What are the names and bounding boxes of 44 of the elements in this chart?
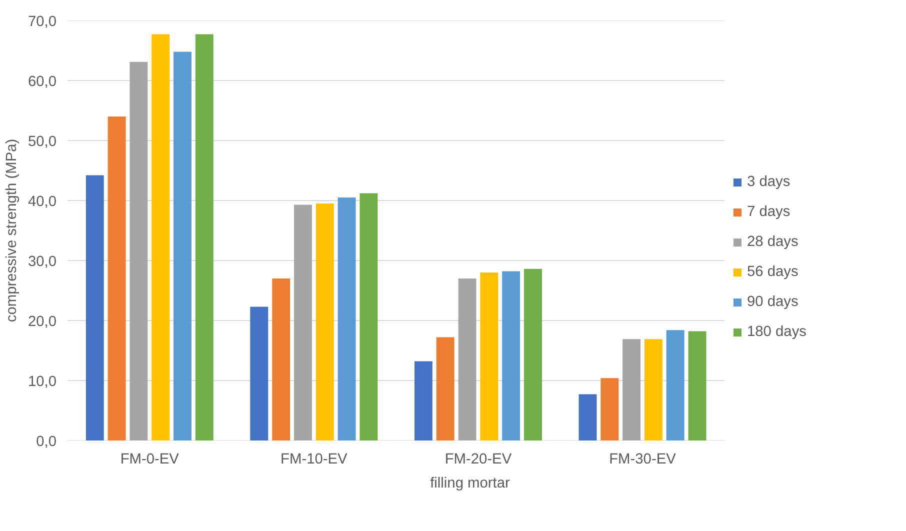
bar — [294, 204, 312, 440]
bar — [644, 339, 662, 440]
legend-label: 90 days — [747, 294, 798, 310]
bar — [502, 271, 520, 440]
x-tick-label: FM-10-EV — [280, 452, 348, 468]
bar — [360, 193, 378, 440]
y-tick-label: 10,0 — [28, 374, 57, 390]
x-tick-label: FM-0-EV — [120, 452, 180, 468]
bar — [480, 272, 498, 440]
legend-label: 56 days — [747, 264, 798, 280]
bar — [414, 361, 432, 440]
legend-label: 3 days — [747, 174, 790, 190]
y-tick-label: 60,0 — [28, 74, 57, 90]
legend-label: 7 days — [747, 204, 790, 220]
bar — [86, 175, 104, 440]
legend-label: 180 days — [747, 324, 806, 340]
bar — [316, 204, 334, 440]
x-tick-label: FM-30-EV — [609, 452, 676, 468]
bar — [338, 198, 356, 440]
bar — [436, 337, 454, 440]
bar — [272, 278, 290, 440]
bar — [688, 331, 706, 440]
bar — [600, 378, 619, 440]
y-tick-label: 20,0 — [28, 314, 57, 330]
bar — [666, 330, 684, 440]
bar — [130, 62, 148, 440]
bar — [195, 34, 214, 440]
legend-label: 28 days — [747, 234, 798, 250]
y-tick-label: 70,0 — [28, 14, 57, 30]
bar — [524, 268, 542, 440]
y-tick-label: 30,0 — [28, 254, 57, 270]
y-tick-label: 40,0 — [28, 194, 57, 210]
bar — [174, 52, 192, 440]
bar — [152, 34, 170, 440]
bar — [622, 339, 641, 440]
bar — [108, 116, 126, 440]
bar — [458, 278, 476, 440]
bar — [578, 394, 597, 440]
y-axis-title: compressive strength (MPa) — [4, 138, 20, 322]
x-axis-title: filling mortar — [430, 476, 510, 492]
y-tick-label: 0,0 — [36, 434, 56, 450]
y-tick-label: 50,0 — [28, 134, 57, 150]
bar — [250, 306, 268, 440]
x-tick-label: FM-20-EV — [444, 452, 512, 468]
